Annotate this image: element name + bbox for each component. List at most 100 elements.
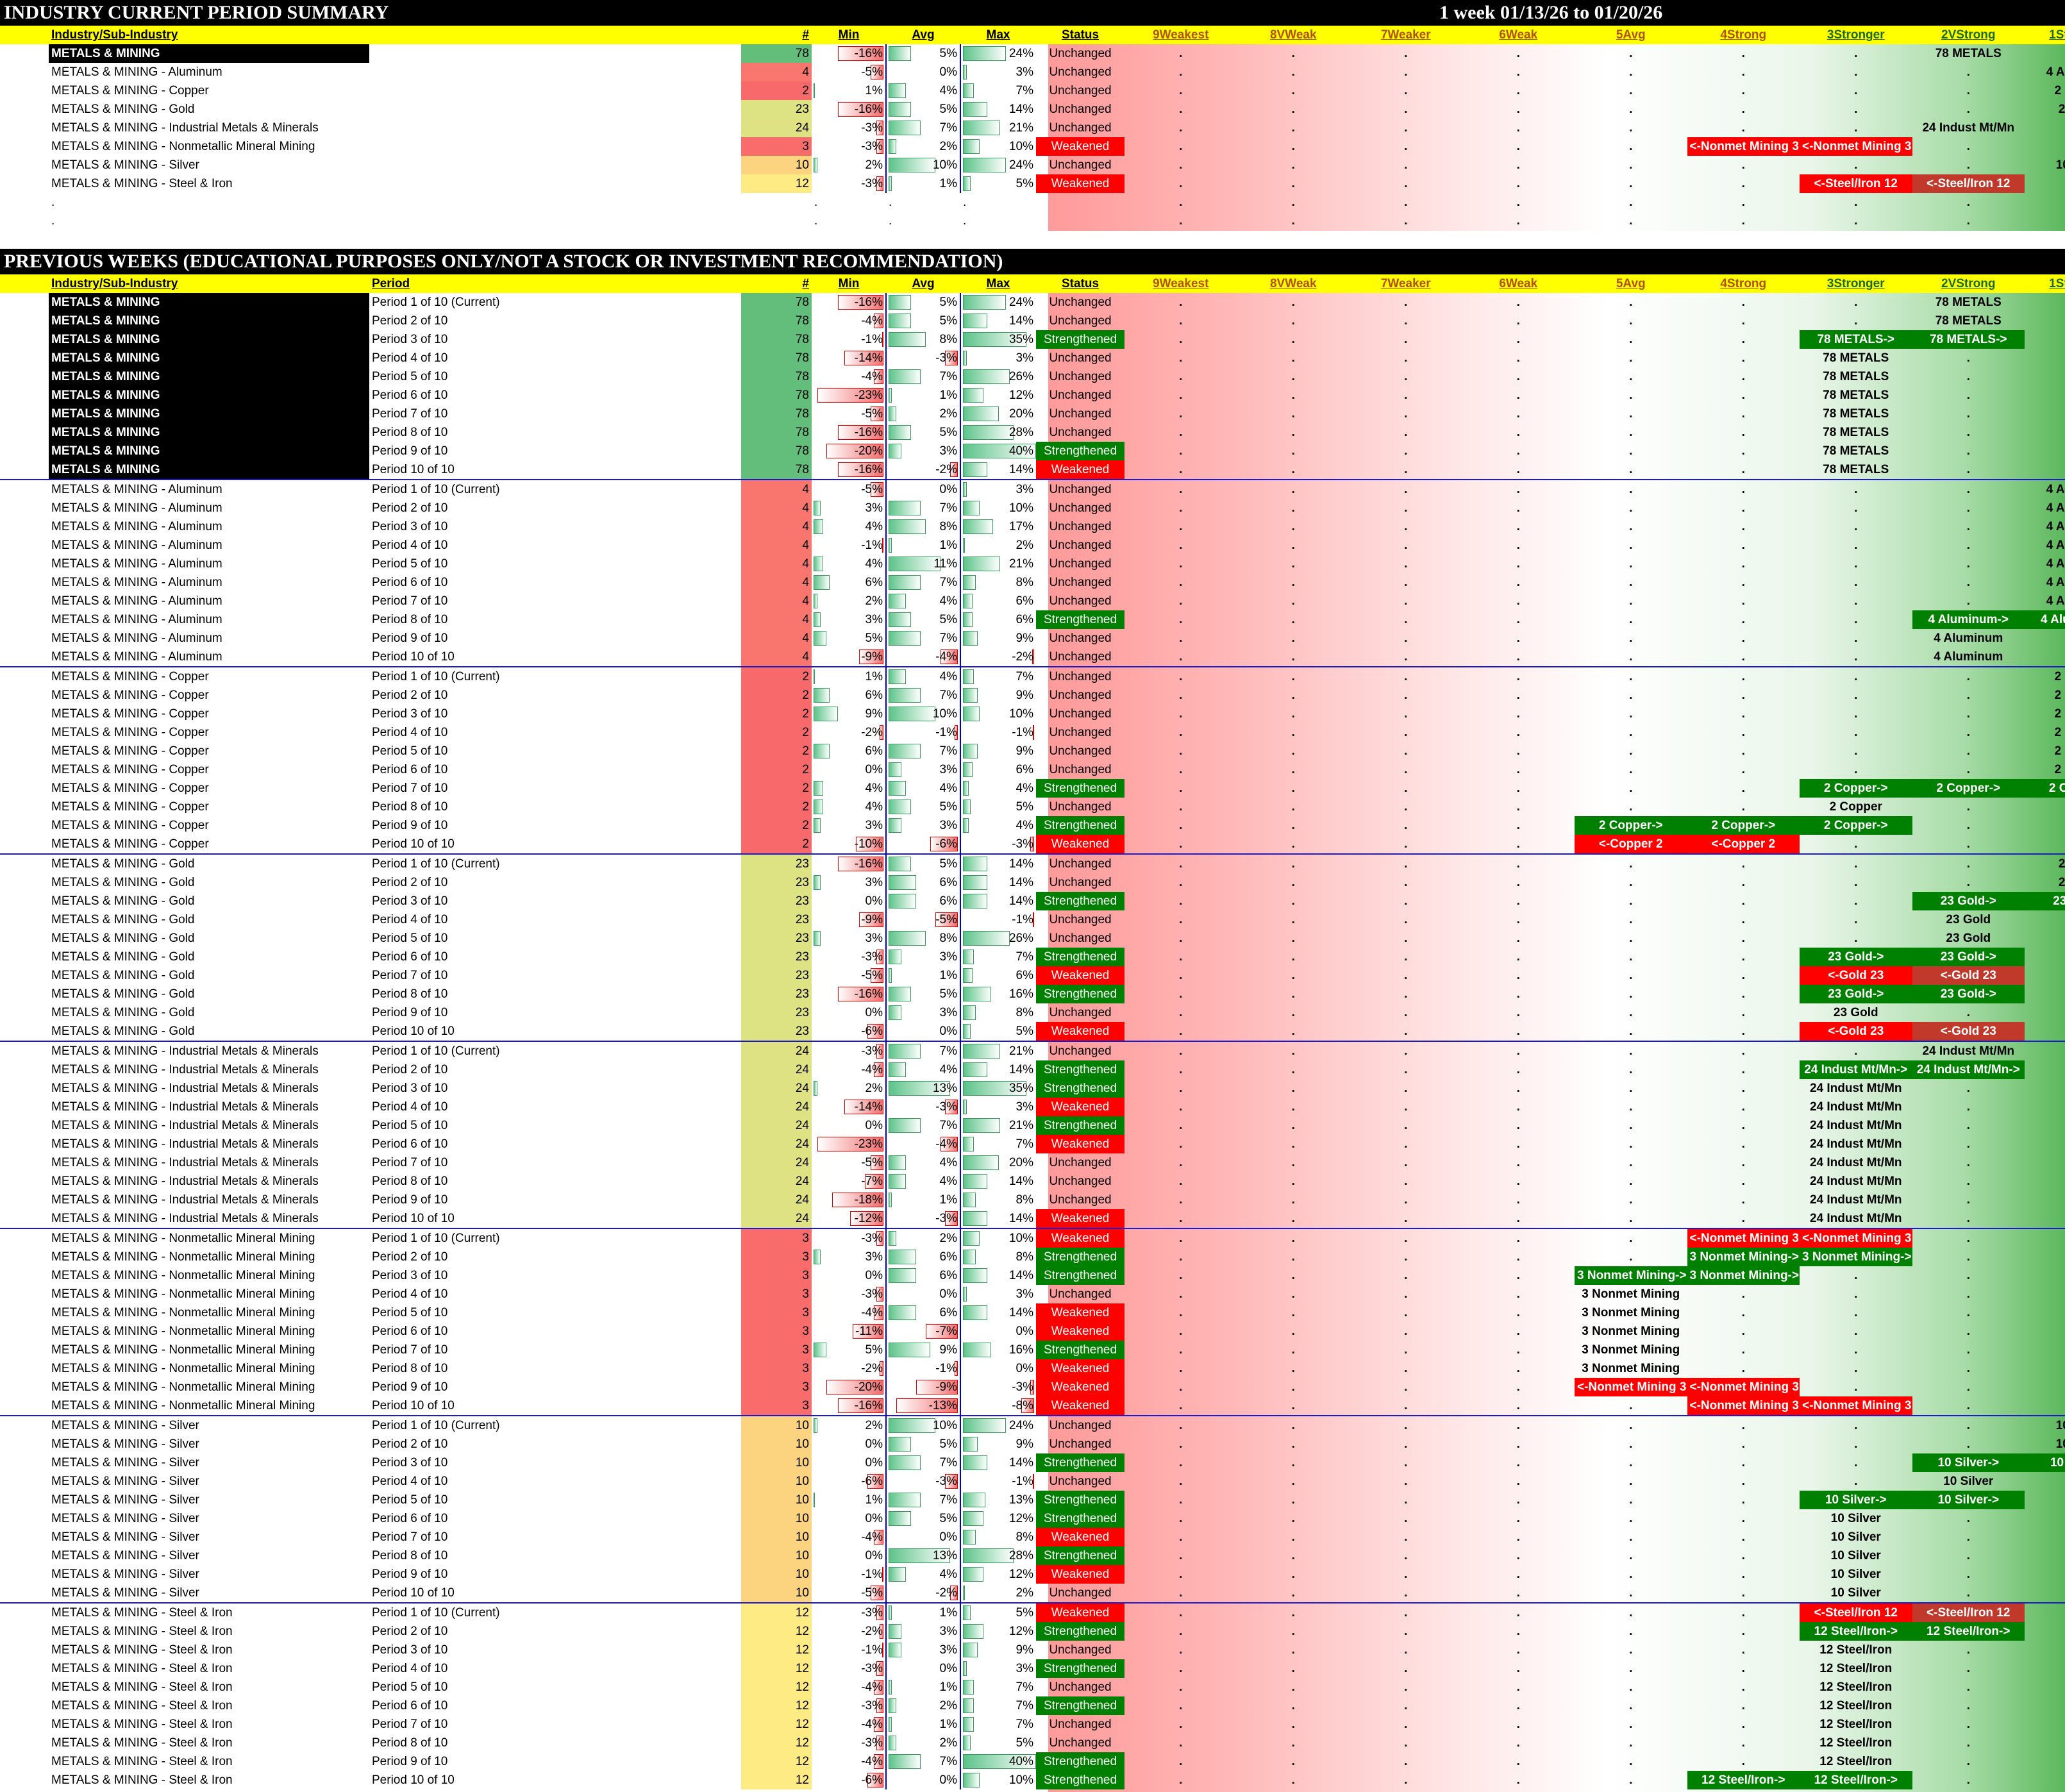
industry-name[interactable]: METALS & MINING - Copper [51,837,209,851]
industry-name[interactable]: METALS & MINING - Copper [51,726,209,739]
header-max[interactable]: Max [960,26,1036,44]
industry-name[interactable]: METALS & MINING - Steel & Iron [51,1643,233,1657]
industry-name[interactable]: METALS & MINING - Steel & Iron [51,1662,233,1675]
header-min[interactable]: Min [812,26,886,44]
industry-name[interactable]: METALS & MINING - Silver [51,158,199,172]
industry-name[interactable]: METALS & MINING - Silver [51,1530,199,1544]
industry-name[interactable]: METALS & MINING - Copper [51,782,209,795]
industry-name[interactable]: METALS & MINING - Steel & Iron [51,1718,233,1731]
industry-name[interactable]: METALS & MINING - Aluminum [51,65,222,79]
header-industry[interactable]: Industry/Sub-Industry [49,274,369,293]
industry-name[interactable]: METALS & MINING - Silver [51,1512,199,1525]
industry-name[interactable]: METALS & MINING - Steel & Iron [51,1680,233,1694]
industry-name[interactable]: METALS & MINING [49,293,369,312]
industry-name[interactable]: METALS & MINING [49,386,369,405]
industry-name[interactable]: METALS & MINING - Nonmetallic Mineral Mi… [51,1399,315,1412]
header-status[interactable]: Status [1036,274,1124,293]
industry-name[interactable]: METALS & MINING [49,423,369,442]
industry-name[interactable]: METALS & MINING - Copper [51,84,209,97]
industry-name[interactable]: METALS & MINING - Silver [49,1415,369,1435]
header-min[interactable]: Min [812,274,886,293]
industry-name[interactable]: METALS & MINING - Aluminum [51,650,222,664]
zone-header-7weaker[interactable]: 7Weaker [1350,274,1462,293]
industry-name[interactable]: METALS & MINING - Steel & Iron [51,177,233,190]
industry-name[interactable]: METALS & MINING - Copper [51,689,209,702]
industry-name[interactable]: METALS & MINING - Silver [51,1475,199,1488]
zone-header-5avg[interactable]: 5Avg [1575,274,1687,293]
industry-name[interactable]: METALS & MINING - Aluminum [51,539,222,552]
industry-name[interactable]: METALS & MINING - Copper [49,666,369,686]
industry-name[interactable]: METALS & MINING - Industrial Metals & Mi… [51,1082,319,1095]
industry-name[interactable]: METALS & MINING - Copper [51,744,209,758]
industry-name[interactable]: METALS & MINING - Industrial Metals & Mi… [51,1137,319,1151]
industry-name[interactable]: METALS & MINING - Industrial Metals & Mi… [51,1175,319,1188]
header-count[interactable]: # [741,274,812,293]
industry-name[interactable]: METALS & MINING [49,367,369,386]
zone-header-8vweak[interactable]: 8VWeak [1237,274,1350,293]
industry-name[interactable]: METALS & MINING [49,312,369,330]
industry-name[interactable]: METALS & MINING - Gold [51,103,195,116]
industry-name[interactable]: METALS & MINING - Aluminum [51,501,222,515]
zone-header-3stronger[interactable]: 3Stronger [1800,26,1912,44]
zone-header-4strong[interactable]: 4Strong [1687,274,1800,293]
industry-name[interactable]: METALS & MINING - Silver [51,1586,199,1600]
industry-name[interactable]: METALS & MINING - Aluminum [49,479,369,499]
header-count[interactable]: # [741,26,812,44]
zone-header-1strongest[interactable]: 1Strongest [2025,26,2065,44]
industry-name[interactable]: METALS & MINING - Steel & Iron [51,1773,233,1787]
zone-header-2vstrong[interactable]: 2VStrong [1912,26,2025,44]
industry-name[interactable]: METALS & MINING - Aluminum [51,613,222,626]
industry-name[interactable]: METALS & MINING [49,349,369,367]
industry-name[interactable]: METALS & MINING - Nonmetallic Mineral Mi… [51,1306,315,1319]
zone-header-6weak[interactable]: 6Weak [1462,26,1575,44]
industry-name[interactable]: METALS & MINING - Gold [51,932,195,945]
industry-name[interactable]: METALS & MINING - Silver [51,1549,199,1562]
industry-name[interactable]: METALS & MINING - Nonmetallic Mineral Mi… [49,1228,369,1248]
industry-name[interactable]: METALS & MINING - Aluminum [51,557,222,571]
industry-name[interactable]: METALS & MINING - Gold [49,853,369,873]
industry-name[interactable]: METALS & MINING - Industrial Metals & Mi… [51,1063,319,1076]
header-avg[interactable]: Avg [886,26,960,44]
industry-name[interactable]: METALS & MINING - Gold [51,913,195,926]
industry-name[interactable]: METALS & MINING - Copper [51,763,209,776]
zone-header-1strongest[interactable]: 1Strongest [2025,274,2065,293]
industry-name[interactable]: METALS & MINING [49,442,369,460]
industry-name[interactable]: METALS & MINING - Nonmetallic Mineral Mi… [51,140,315,153]
zone-header-7weaker[interactable]: 7Weaker [1350,26,1462,44]
industry-name[interactable]: METALS & MINING - Steel & Iron [51,1755,233,1768]
industry-name[interactable]: METALS & MINING [49,44,369,63]
industry-name[interactable]: METALS & MINING - Aluminum [51,576,222,589]
industry-name[interactable]: METALS & MINING [49,330,369,349]
zone-header-9weakest[interactable]: 9Weakest [1124,26,1237,44]
industry-name[interactable]: METALS & MINING - Industrial Metals & Mi… [51,1119,319,1132]
zone-header-9weakest[interactable]: 9Weakest [1124,274,1237,293]
industry-name[interactable]: METALS & MINING - Silver [51,1456,199,1470]
industry-name[interactable]: METALS & MINING - Nonmetallic Mineral Mi… [51,1380,315,1394]
zone-header-4strong[interactable]: 4Strong [1687,26,1800,44]
industry-name[interactable]: METALS & MINING - Aluminum [51,632,222,645]
zone-header-5avg[interactable]: 5Avg [1575,26,1687,44]
industry-name[interactable]: METALS & MINING - Silver [51,1437,199,1451]
header-industry[interactable]: Industry/Sub-Industry [49,26,369,44]
zone-header-2vstrong[interactable]: 2VStrong [1912,274,2025,293]
header-status[interactable]: Status [1036,26,1124,44]
industry-name[interactable]: METALS & MINING - Nonmetallic Mineral Mi… [51,1343,315,1357]
industry-name[interactable]: METALS & MINING - Silver [51,1568,199,1581]
industry-name[interactable]: METALS & MINING - Nonmetallic Mineral Mi… [51,1250,315,1264]
industry-name[interactable]: METALS & MINING - Silver [51,1493,199,1507]
industry-name[interactable]: METALS & MINING - Gold [51,894,195,908]
header-max[interactable]: Max [960,274,1036,293]
industry-name[interactable]: METALS & MINING - Gold [51,1006,195,1019]
industry-name[interactable]: METALS & MINING - Copper [51,707,209,721]
industry-name[interactable]: METALS & MINING - Nonmetallic Mineral Mi… [51,1269,315,1282]
industry-name[interactable]: METALS & MINING - Steel & Iron [51,1625,233,1638]
header-period[interactable]: Period [369,274,741,293]
industry-name[interactable]: METALS & MINING - Steel & Iron [51,1699,233,1712]
industry-name[interactable]: METALS & MINING - Gold [51,987,195,1001]
industry-name[interactable]: METALS & MINING - Aluminum [51,594,222,608]
industry-name[interactable]: METALS & MINING [49,460,369,480]
industry-name[interactable]: METALS & MINING - Gold [51,876,195,889]
industry-name[interactable]: METALS & MINING - Steel & Iron [51,1736,233,1750]
industry-name[interactable]: METALS & MINING - Steel & Iron [49,1602,369,1622]
industry-name[interactable]: METALS & MINING - Aluminum [51,520,222,533]
